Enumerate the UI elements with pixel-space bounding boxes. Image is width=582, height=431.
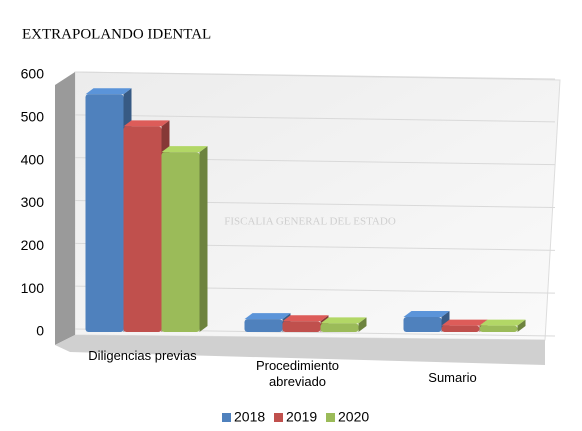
bar-top [320,317,367,324]
bar-top [282,315,329,322]
legend: 2018 2019 2020 [222,409,369,425]
bar-top [479,319,526,326]
y-tick-label: 100 [21,280,45,296]
y-tick-label: 200 [21,237,45,253]
bar [123,126,162,333]
bar-top [244,313,291,320]
x-tick-label: Procedimiento abreviado [255,358,340,389]
chart-title: EXTRAPOLANDO IDENTAL [22,26,211,42]
bar [441,325,480,332]
bar [479,325,518,332]
bar [85,94,124,333]
y-tick-label: 600 [21,66,45,82]
bar-side [517,319,526,332]
watermark: FISCALIA GENERAL DEL ESTADO [224,216,396,228]
bar [161,152,200,332]
bar-top [85,88,132,95]
y-tick-label: 0 [36,323,44,339]
legend-label: 2020 [338,409,369,425]
x-tick-label: Diligencias previas [88,348,197,363]
legend-label: 2018 [234,409,265,425]
bar [403,317,442,332]
y-tick-label: 400 [21,151,45,167]
bar-top [161,146,208,153]
floor [55,335,545,365]
bar [282,321,321,332]
y-tick-label: 500 [21,109,45,125]
legend-swatch [274,413,283,422]
legend-swatch [326,413,335,422]
y-tick-label: 300 [21,194,45,210]
x-tick-label: Sumario [428,370,477,385]
bar-side [199,146,208,332]
side-wall [55,72,75,345]
grid-line [74,114,556,123]
bar-top [441,319,488,326]
bar-top [123,120,170,127]
legend-swatch [222,413,231,422]
bar [244,319,283,332]
bar-side [358,317,367,332]
bar-top [403,311,450,318]
grid-line [74,71,556,80]
bar [320,323,359,332]
legend-label: 2019 [286,409,317,425]
